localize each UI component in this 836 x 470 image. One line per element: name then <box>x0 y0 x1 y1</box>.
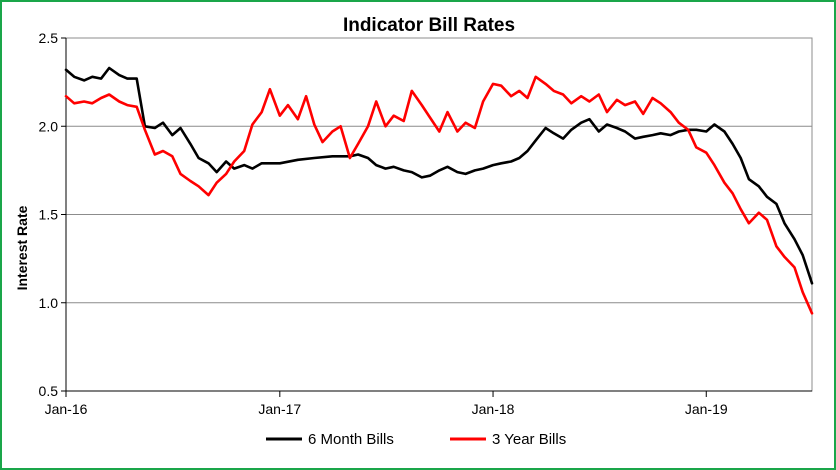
y-tick-label: 1.5 <box>39 207 59 223</box>
y-axis-label: Interest Rate <box>14 205 30 290</box>
series-lines <box>64 66 814 315</box>
x-tick-label: Jan-17 <box>258 401 301 417</box>
series-line-2 <box>64 75 814 315</box>
x-tick-label: Jan-19 <box>685 401 728 417</box>
y-tick-label: 2.0 <box>39 118 59 134</box>
y-tick-label: 0.5 <box>39 383 59 399</box>
y-tick-label: 1.0 <box>39 295 59 311</box>
legend-label-2: 3 Year Bills <box>492 431 566 448</box>
y-axis-ticks: 0.5 1.0 1.5 2.0 2.5 <box>39 30 66 399</box>
chart-title: Indicator Bill Rates <box>343 15 515 36</box>
x-tick-label: Jan-18 <box>472 401 515 417</box>
series-line-1 <box>64 66 814 285</box>
y-tick-label: 2.5 <box>39 30 59 46</box>
legend: 6 Month Bills 3 Year Bills <box>266 431 566 448</box>
x-tick-label: Jan-16 <box>45 401 88 417</box>
gridlines <box>65 37 813 392</box>
x-axis-ticks: Jan-16 Jan-17 Jan-18 Jan-19 <box>45 391 728 417</box>
legend-label-1: 6 Month Bills <box>308 431 394 448</box>
